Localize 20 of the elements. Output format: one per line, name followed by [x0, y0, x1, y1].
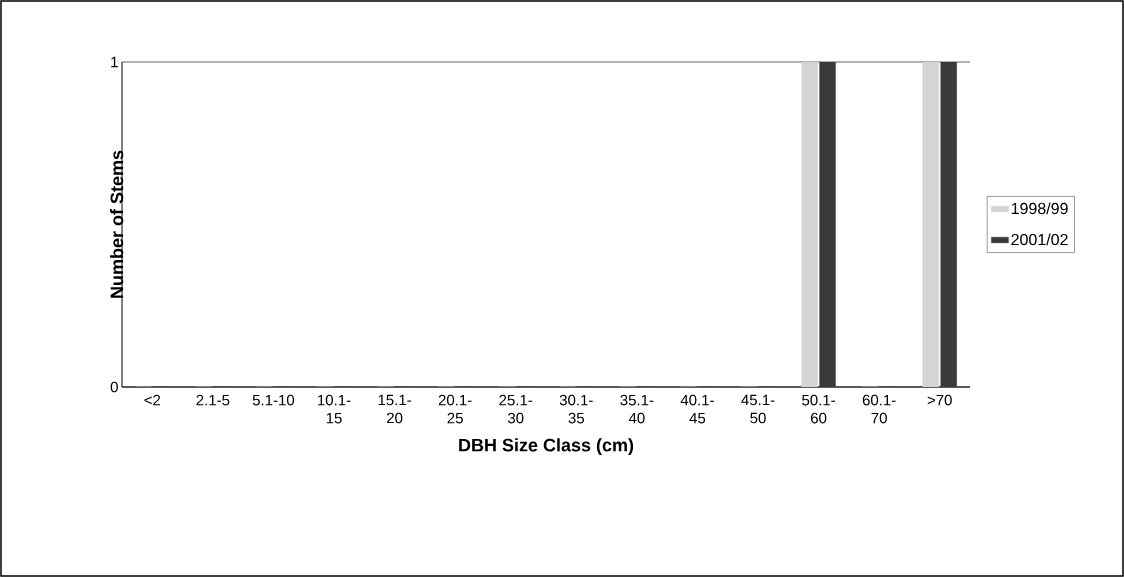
x-tick-label: 50.1-60 [802, 394, 835, 424]
y-axis-title: Number of Stems [110, 150, 124, 298]
y-tick-label: 1 [111, 56, 118, 68]
y-tick-label: 0 [110, 381, 118, 393]
legend-label: 1998/99 [1011, 202, 1068, 215]
x-tick-label: 40.1-45 [680, 394, 714, 424]
x-tick-label: 20.1-25 [438, 394, 472, 424]
x-tick-label: 30.1-35 [559, 394, 593, 424]
x-tick-label: 10.1-15 [318, 394, 351, 424]
x-tick-label: 15.1-20 [378, 394, 411, 424]
x-tick-label: 25.1-30 [499, 394, 533, 424]
x-tick-label: <2 [144, 394, 161, 406]
x-tick-label: 5.1-10 [252, 394, 295, 406]
legend-label: 2001/02 [1011, 233, 1068, 246]
x-tick-label: 2.1-5 [196, 394, 230, 406]
x-tick-label: 60.1-70 [862, 394, 896, 424]
x-axis-title: DBH Size Class (cm) [459, 438, 634, 456]
x-tick-label: 45.1-50 [741, 394, 775, 424]
x-tick-label: >70 [927, 394, 952, 406]
x-tick-label: 35.1-40 [620, 394, 654, 424]
